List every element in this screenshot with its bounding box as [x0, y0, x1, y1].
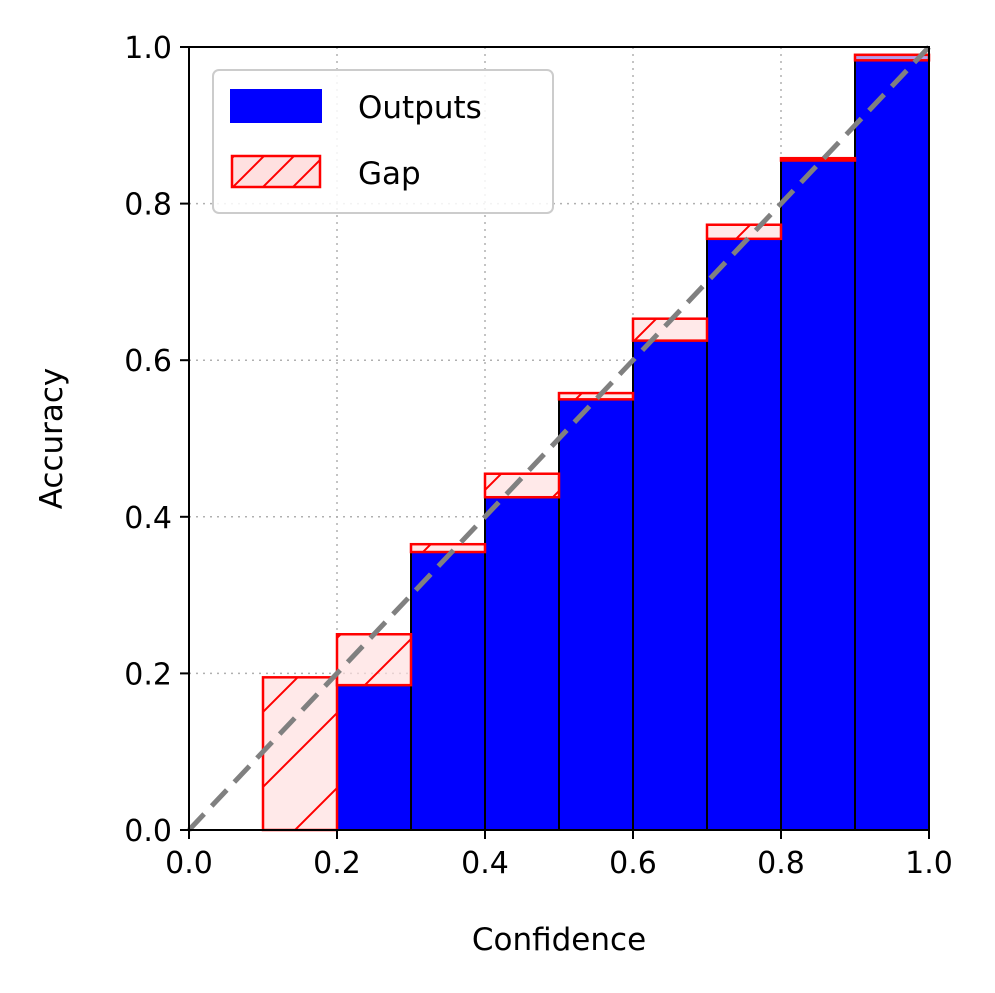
gap-outline-4	[557, 391, 635, 401]
gap-hatch-5	[633, 318, 707, 341]
reference-line-layer	[187, 45, 931, 832]
gap-hatch-2	[411, 544, 485, 553]
output-bar-7	[780, 159, 856, 832]
y-tick-label-3: 0.6	[124, 344, 172, 379]
y-axis-title: Accuracy	[34, 368, 70, 510]
gap-outline-7	[779, 156, 857, 162]
gap-bar-0	[261, 676, 339, 832]
gap-bar-6	[705, 223, 783, 241]
y-tick-label-4: 0.8	[124, 188, 172, 223]
perfect-calibration-line	[187, 45, 931, 832]
gap-hatch-3	[485, 473, 559, 498]
y-tick-label-0: 0.0	[124, 814, 172, 849]
output-bars	[336, 53, 930, 832]
output-bar-5	[632, 339, 708, 831]
x-tick-label-5: 1.0	[905, 846, 953, 881]
gap-bar-3	[483, 472, 561, 499]
x-tick-label-3: 0.6	[609, 846, 657, 881]
gap-outline-3	[483, 472, 561, 499]
gap-hatch-0	[263, 677, 337, 830]
gap-hatch-6	[707, 224, 781, 239]
legend-label-outputs: Outputs	[358, 90, 482, 126]
legend-label-gap: Gap	[358, 156, 421, 192]
gap-bars	[261, 53, 931, 832]
legend-swatch-gap-hatch	[230, 154, 322, 189]
x-tick-label-4: 0.8	[757, 846, 805, 881]
gap-bar-2	[409, 542, 487, 554]
x-axis-title: Confidence	[472, 922, 646, 958]
gap-bar-7	[779, 156, 857, 162]
output-bar-8	[854, 53, 930, 831]
gap-outline-6	[705, 223, 783, 241]
legend-swatch-outputs	[230, 89, 322, 123]
legend: Outputs Gap	[212, 69, 554, 214]
y-tick-label-1: 0.2	[124, 657, 172, 692]
x-tick-label-2: 0.4	[461, 846, 509, 881]
axis-ticks: 0.0 0.2 0.4 0.6 0.8 1.0 0.0 0.2 0.4 0.6 0.8 1.0	[124, 31, 953, 881]
output-bar-1	[336, 684, 412, 832]
y-tick-label-5: 1.0	[124, 31, 172, 66]
plot-frame	[188, 46, 930, 831]
output-bar-2	[410, 551, 486, 831]
output-bar-4	[558, 398, 634, 831]
x-tick-label-0: 0.0	[165, 846, 213, 881]
gap-hatch-8	[855, 54, 929, 61]
gap-outline-2	[409, 542, 487, 554]
y-tick-label-2: 0.4	[124, 501, 172, 536]
output-bar-6	[706, 237, 782, 831]
output-bar-3	[484, 496, 560, 831]
x-tick-label-1: 0.2	[313, 846, 361, 881]
